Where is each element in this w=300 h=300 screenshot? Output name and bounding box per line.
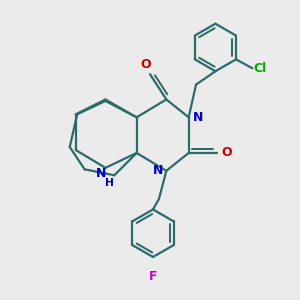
Text: N: N (193, 111, 203, 124)
Text: Cl: Cl (254, 62, 267, 75)
Text: N: N (152, 164, 163, 177)
Text: N: N (96, 167, 106, 180)
Text: O: O (221, 146, 232, 160)
Text: O: O (140, 58, 151, 71)
Text: F: F (149, 270, 157, 284)
Text: H: H (104, 178, 113, 188)
